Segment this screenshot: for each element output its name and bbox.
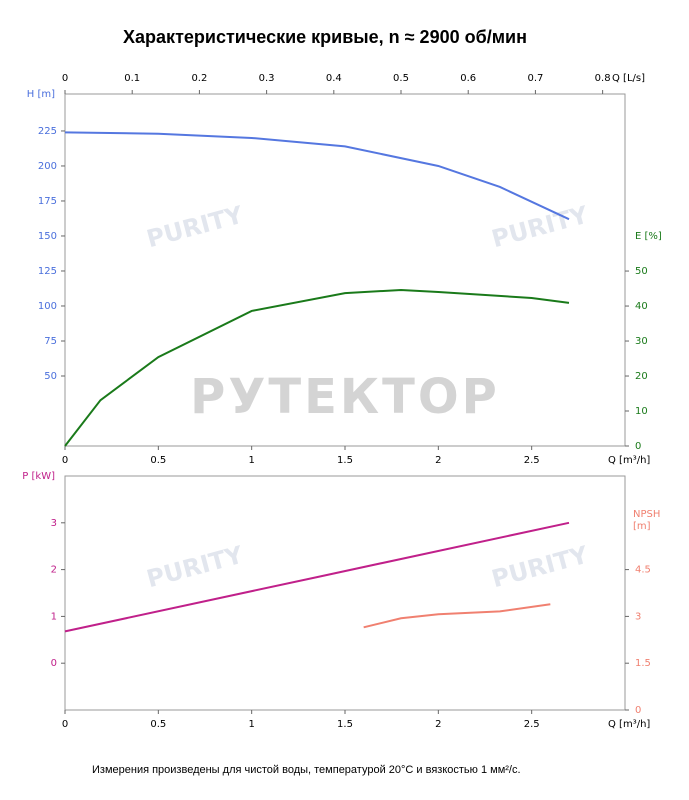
x2-tick-label: 0.3 — [259, 73, 275, 84]
x2-tick-label: 0.6 — [460, 73, 476, 84]
curve — [64, 521, 570, 633]
plot-frame — [64, 475, 626, 711]
y2-tick-label: 10 — [635, 406, 648, 417]
watermark: РУТЕКТОР — [190, 369, 500, 425]
y-tick-label: 0 — [51, 658, 57, 669]
x2-tick-label: 0.2 — [191, 73, 207, 84]
y2-tick-label: 0 — [635, 705, 641, 716]
y2-tick-label: 50 — [635, 266, 648, 277]
y-tick-label: 50 — [44, 371, 57, 382]
y-tick-label: 200 — [38, 161, 57, 172]
footnote: Измерения произведены для чистой воды, т… — [92, 764, 521, 776]
x-tick-label: 0.5 — [150, 455, 166, 466]
y-tick-label: 100 — [38, 301, 57, 312]
y-tick-label: 175 — [38, 196, 57, 207]
x-tick-label: 2 — [435, 455, 441, 466]
curve — [64, 288, 570, 447]
x-tick-label: 1 — [248, 455, 254, 466]
watermark: PURITY — [144, 541, 247, 594]
y2-tick-label: 1.5 — [635, 658, 651, 669]
y2-tick-label: 30 — [635, 336, 648, 347]
y2-tick-label: 40 — [635, 301, 648, 312]
x2-axis-label: Q [L/s] — [612, 73, 645, 84]
x-tick-label: 1.5 — [337, 455, 353, 466]
y-axis-label: P [kW] — [22, 471, 55, 482]
y-tick-label: 3 — [51, 518, 57, 529]
y-axis-label: H [m] — [27, 89, 55, 100]
y-tick-label: 125 — [38, 266, 57, 277]
y-tick-label: 225 — [38, 126, 57, 137]
watermark: PURITY — [489, 201, 592, 254]
x-axis-label: Q [m³/h] — [608, 455, 650, 466]
watermark: PURITY — [489, 541, 592, 594]
watermark: PURITY — [144, 201, 247, 254]
curve — [64, 131, 570, 221]
y2-tick-label: 4.5 — [635, 565, 651, 576]
y2-tick-label: 20 — [635, 371, 648, 382]
x-tick-label: 2.5 — [524, 719, 540, 730]
x2-tick-label: 0.8 — [595, 73, 611, 84]
y2-tick-label: 3 — [635, 611, 641, 622]
y-tick-label: 75 — [44, 336, 57, 347]
x-tick-label: 2 — [435, 719, 441, 730]
y-tick-label: 2 — [51, 565, 57, 576]
x-tick-label: 0 — [62, 719, 68, 730]
x-tick-label: 2.5 — [524, 455, 540, 466]
y2-axis-label: E [%] — [635, 231, 662, 242]
y-tick-label: 1 — [51, 611, 57, 622]
x2-tick-label: 0 — [62, 73, 68, 84]
x-tick-label: 0.5 — [150, 719, 166, 730]
x2-tick-label: 0.5 — [393, 73, 409, 84]
y2-axis-label: NPSH [m] — [633, 509, 661, 532]
x-tick-label: 1 — [248, 719, 254, 730]
x-tick-label: 1.5 — [337, 719, 353, 730]
x2-tick-label: 0.1 — [124, 73, 140, 84]
x-axis-label: Q [m³/h] — [608, 719, 650, 730]
x2-tick-label: 0.4 — [326, 73, 342, 84]
x2-tick-label: 0.7 — [527, 73, 543, 84]
chart-title: Характеристические кривые, n ≈ 2900 об/м… — [123, 27, 527, 47]
y2-tick-label: 0 — [635, 441, 641, 452]
x-tick-label: 0 — [62, 455, 68, 466]
y-tick-label: 150 — [38, 231, 57, 242]
curve — [363, 603, 551, 629]
